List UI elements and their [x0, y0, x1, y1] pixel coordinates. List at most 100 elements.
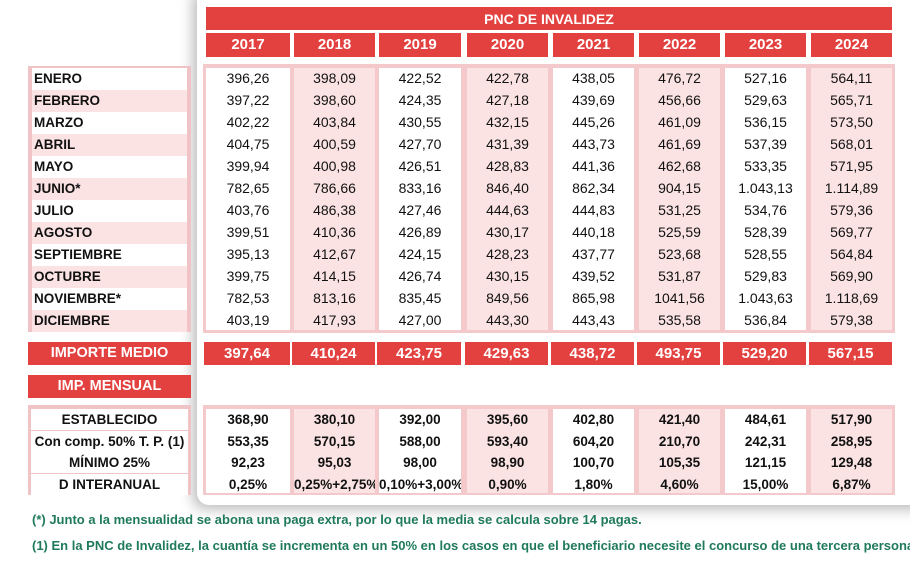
value-cell: 98,00 — [403, 455, 437, 470]
year-column: 422,52 424,35 430,55 427,70 426,51 833,16 427,… — [379, 68, 461, 330]
value-cell: 565,71 — [830, 92, 873, 108]
month-label: NOVIEMBRE* — [32, 288, 187, 310]
value-cell: 258,95 — [830, 433, 873, 449]
month-label: FEBRERO — [32, 90, 187, 112]
value-cell: 443,30 — [486, 312, 529, 328]
value-cell: 535,58 — [658, 312, 701, 328]
value-cell: 537,39 — [744, 136, 787, 152]
value-cell: 813,16 — [313, 290, 356, 306]
value-cell: 456,66 — [658, 92, 701, 108]
value-cell: 846,40 — [486, 180, 529, 196]
imp-mensual-label: IMP. MENSUAL — [28, 375, 191, 398]
month-label: AGOSTO — [32, 222, 187, 244]
value-cell: 569,77 — [830, 224, 873, 240]
year-column: 484,61 242,31 121,15 15,00% — [725, 409, 806, 493]
value-cell: 428,83 — [486, 158, 529, 174]
month-label: ABRIL — [32, 134, 187, 156]
year-column: 395,60 593,40 98,90 0,90% — [467, 409, 548, 493]
value-cell: 426,89 — [398, 224, 442, 240]
importe-medio-value: 438,72 — [551, 342, 634, 365]
value-cell: 1,80% — [574, 476, 613, 492]
value-cell: 461,69 — [658, 136, 701, 152]
value-cell: 904,15 — [658, 180, 701, 196]
year-column: 527,16 529,63 536,15 537,39 533,35 1.043,13 53… — [725, 68, 806, 330]
value-cell: 395,13 — [226, 246, 270, 262]
value-cell: 569,90 — [830, 268, 873, 284]
value-cell: 105,35 — [658, 455, 701, 470]
value-cell: 782,53 — [226, 290, 270, 306]
value-cell: 438,05 — [572, 70, 615, 86]
value-cell: 604,20 — [572, 433, 615, 449]
year-column: 476,72 456,66 461,09 461,69 462,68 904,15 531,… — [639, 68, 720, 330]
value-cell: 439,52 — [572, 268, 615, 284]
value-cell: 380,10 — [313, 412, 356, 427]
value-cell: 527,16 — [744, 70, 787, 86]
value-cell: 404,75 — [226, 136, 270, 152]
year-header: 2017 — [206, 33, 290, 57]
value-cell: 528,55 — [744, 246, 787, 262]
value-cell: 833,16 — [398, 180, 442, 196]
value-cell: 579,36 — [830, 202, 873, 218]
value-cell: 1.114,89 — [824, 180, 879, 196]
value-cell: 441,36 — [572, 158, 615, 174]
value-cell: 4,60% — [660, 476, 699, 492]
value-cell: 424,35 — [398, 92, 442, 108]
year-header: 2021 — [553, 33, 634, 57]
value-cell: 528,39 — [744, 224, 787, 240]
year-column: 380,10 570,15 95,03 0,25%+2,75% — [294, 409, 375, 493]
value-cell: 400,98 — [313, 158, 356, 174]
year-header: 2022 — [639, 33, 720, 57]
year-column: 396,26 397,22 402,22 404,75 399,94 782,65 403,… — [206, 68, 290, 330]
value-cell: 421,40 — [658, 412, 701, 427]
month-label: SEPTIEMBRE — [32, 244, 187, 266]
footnote: (*) Junto a la mensualidad se abona una … — [32, 512, 642, 527]
month-label: OCTUBRE — [32, 266, 187, 288]
value-cell: 426,74 — [398, 268, 442, 284]
value-cell: 0,25%+2,75% — [294, 476, 375, 492]
value-cell: 398,09 — [313, 70, 356, 86]
value-cell: 439,69 — [572, 92, 615, 108]
value-cell: 564,11 — [830, 70, 873, 86]
importe-medio-value: 567,15 — [809, 342, 892, 365]
month-label: JULIO — [32, 200, 187, 222]
value-cell: 588,00 — [399, 433, 441, 449]
value-cell: 15,00% — [742, 476, 789, 492]
value-cell: 536,15 — [744, 114, 787, 130]
year-header: 2023 — [725, 33, 806, 57]
value-cell: 414,15 — [313, 268, 356, 284]
value-cell: 486,38 — [313, 202, 356, 218]
value-cell: 553,35 — [227, 433, 269, 449]
year-header: 2024 — [811, 33, 892, 57]
value-cell: 865,98 — [572, 290, 615, 306]
row-label: Con comp. 50% T. P. (1) — [31, 430, 188, 452]
value-cell: 412,67 — [313, 246, 356, 262]
mensual-labels: ESTABLECIDO Con comp. 50% T. P. (1) MÍNIMO… — [28, 405, 191, 495]
value-cell: 573,50 — [830, 114, 873, 130]
value-cell: 400,59 — [313, 136, 356, 152]
value-cell: 849,56 — [486, 290, 529, 306]
value-cell: 862,34 — [572, 180, 615, 196]
value-cell: 426,51 — [398, 158, 442, 174]
month-label: ENERO — [32, 68, 187, 90]
value-cell: 523,68 — [658, 246, 701, 262]
value-cell: 517,90 — [830, 412, 873, 427]
importe-medio-value: 410,24 — [292, 342, 375, 365]
value-cell: 427,46 — [398, 202, 442, 218]
value-cell: 403,19 — [226, 312, 270, 328]
year-column: 368,90 553,35 92,23 0,25% — [206, 409, 290, 493]
value-cell: 1041,56 — [654, 290, 705, 306]
value-cell: 398,60 — [313, 92, 356, 108]
value-cell: 444,63 — [486, 202, 529, 218]
value-cell: 461,09 — [658, 114, 701, 130]
value-cell: 242,31 — [744, 433, 787, 449]
row-label: D INTERANUAL — [31, 473, 188, 495]
value-cell: 529,83 — [744, 268, 787, 284]
value-cell: 533,35 — [744, 158, 787, 174]
value-cell: 410,36 — [313, 224, 356, 240]
row-label: ESTABLECIDO — [31, 409, 188, 430]
value-cell: 402,80 — [572, 412, 615, 427]
value-cell: 430,17 — [486, 224, 529, 240]
value-cell: 95,03 — [317, 455, 352, 470]
value-cell: 484,61 — [744, 412, 787, 427]
value-cell: 6,87% — [832, 476, 871, 492]
